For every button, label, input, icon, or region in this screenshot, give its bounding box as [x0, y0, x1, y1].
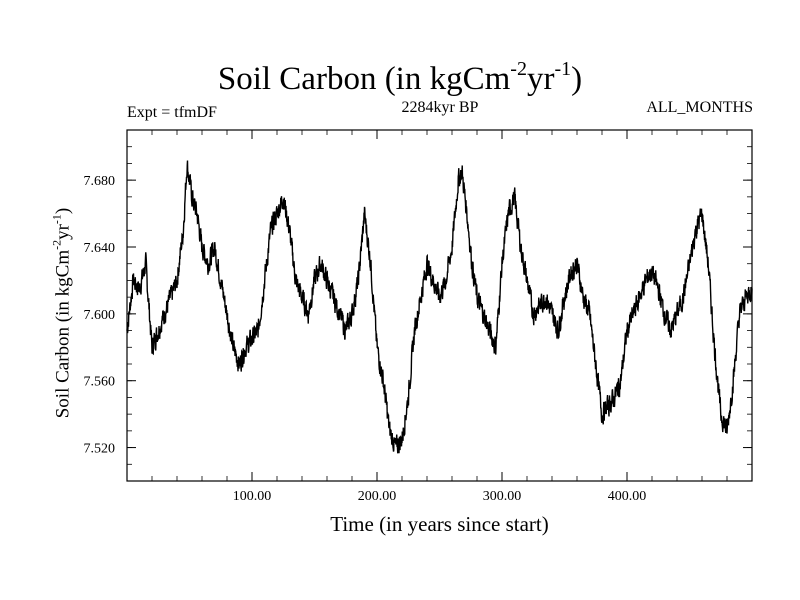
- experiment-label: Expt = tfmDF: [127, 104, 217, 121]
- plot-frame: [126, 129, 753, 482]
- y-tick-label: 7.520: [84, 442, 116, 457]
- y-tick-label: 7.560: [84, 375, 116, 390]
- x-tick-label: 100.00: [233, 489, 272, 504]
- x-tick-label: 300.00: [483, 489, 522, 504]
- chart-title: Soil Carbon (in kgCm-2yr-1): [217, 58, 583, 97]
- y-tick-label: 7.600: [84, 308, 116, 323]
- tick-layer: 7.520 7.560 7.600 7.640 7.680 100.00 200.00 300…: [84, 129, 752, 504]
- x-axis-label: Time (in years since start): [330, 512, 549, 536]
- y-tick-label: 7.680: [84, 174, 116, 189]
- x-tick-label: 400.00: [608, 489, 647, 504]
- period-label: 2284kyr BP: [401, 99, 479, 116]
- series-line: [126, 160, 753, 454]
- y-tick-label: 7.640: [84, 241, 116, 256]
- series-layer: [126, 160, 753, 454]
- x-tick-label: 200.00: [358, 489, 397, 504]
- months-label: ALL_MONTHS: [646, 99, 753, 116]
